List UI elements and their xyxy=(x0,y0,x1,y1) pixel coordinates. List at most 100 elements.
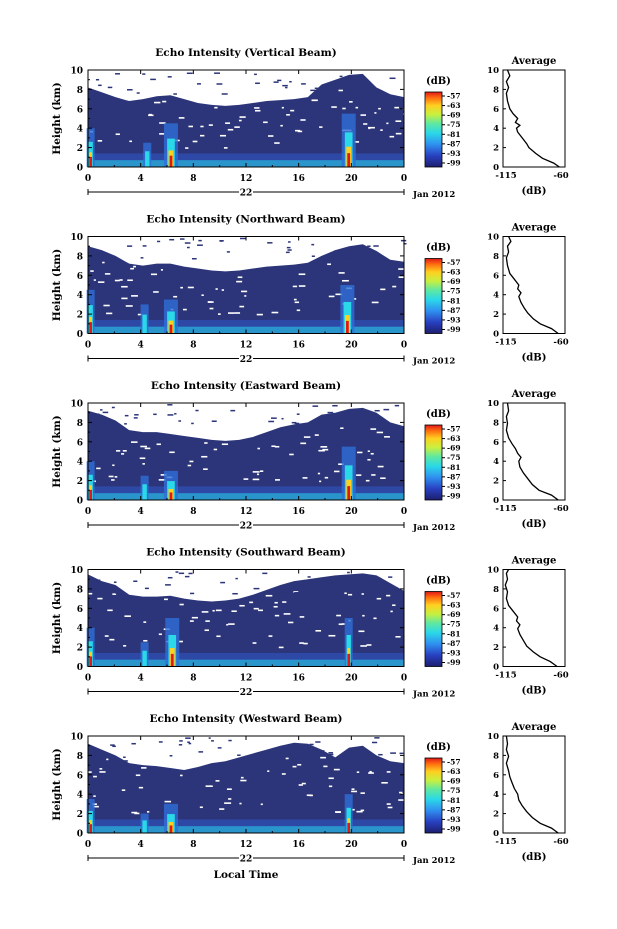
x-tick-label: 16 xyxy=(292,674,305,684)
echo-gap xyxy=(234,312,241,314)
echo-speck xyxy=(124,423,127,425)
echo-gap xyxy=(395,120,402,122)
heatmap-field xyxy=(86,404,404,500)
echo-speck xyxy=(184,575,190,578)
echo-gap xyxy=(374,112,377,114)
echo-speck xyxy=(366,593,372,596)
echo-gap xyxy=(239,305,245,308)
echo-gap xyxy=(290,109,295,112)
echo-speck xyxy=(153,413,157,416)
echo-gap xyxy=(141,767,147,769)
echo-speck xyxy=(383,408,390,411)
echo-speck xyxy=(186,246,190,249)
echo-gap xyxy=(143,621,147,623)
colorbar-tick-label: -87 xyxy=(447,805,461,814)
x-tick-label: 12 xyxy=(240,507,253,517)
echo-speck xyxy=(214,72,221,74)
echo-gap xyxy=(351,808,355,811)
echo-gap xyxy=(267,770,270,772)
y-tick-label: 6 xyxy=(77,605,83,615)
colorbar-tick-label: -87 xyxy=(447,472,461,481)
profile-x-tick-label: -60 xyxy=(553,338,568,348)
echo-gap xyxy=(370,452,374,455)
profile-y-tick-label: 10 xyxy=(487,566,499,576)
echo-gap xyxy=(285,757,289,760)
echo-gap xyxy=(240,776,244,779)
x-tick-label: 20 xyxy=(345,341,358,351)
profile-x-tick-label: -115 xyxy=(495,338,516,348)
echo-gap xyxy=(367,458,371,461)
echo-gap xyxy=(289,453,294,456)
echo-gap xyxy=(380,288,386,291)
echo-gap xyxy=(200,125,204,128)
echo-gap xyxy=(363,123,368,125)
echo-gap xyxy=(252,471,260,473)
y-tick-label: 0 xyxy=(77,330,83,340)
echo-speck xyxy=(285,86,288,89)
echo-speck xyxy=(186,72,193,75)
profile-y-tick-label: 0 xyxy=(493,496,499,506)
echo-speck xyxy=(167,76,172,78)
profile-y-tick-label: 0 xyxy=(493,163,499,173)
echo-speck xyxy=(191,422,194,425)
convective-core xyxy=(142,650,147,667)
echo-speck xyxy=(140,257,144,259)
y-tick-label: 2 xyxy=(77,644,83,654)
profile-x-label: (dB) xyxy=(522,519,547,530)
echo-region xyxy=(88,73,404,167)
profile-y-tick-label: 6 xyxy=(493,604,499,614)
x-tick-label: 8 xyxy=(190,341,196,351)
echo-gap xyxy=(394,106,399,109)
echo-gap xyxy=(328,634,336,637)
echo-gap xyxy=(274,445,280,448)
echo-gap xyxy=(182,308,187,311)
date-day-label: 22 xyxy=(240,522,253,532)
echo-gap xyxy=(97,597,103,600)
echo-gap xyxy=(178,117,185,119)
date-label-bg xyxy=(239,686,253,697)
date-label-bg xyxy=(239,853,253,863)
echo-gap xyxy=(353,298,357,300)
echo-gap xyxy=(317,472,321,475)
echo-speck xyxy=(211,740,214,742)
echo-gap xyxy=(159,133,165,135)
echo-region xyxy=(88,407,404,500)
echo-gap xyxy=(252,642,257,644)
profile-y-tick-label: 0 xyxy=(493,663,499,673)
echo-gap xyxy=(280,124,283,127)
colorbar-tick-label: -75 xyxy=(447,620,461,629)
echo-speck xyxy=(313,752,316,754)
echo-gap xyxy=(323,765,328,768)
echo-gap xyxy=(93,775,97,778)
convective-core xyxy=(347,653,351,667)
colorbar-tick-label: -63 xyxy=(447,601,461,610)
profile-x-tick-label: -60 xyxy=(553,504,568,514)
x-tick-label: 20 xyxy=(345,840,358,850)
echo-speck xyxy=(347,571,350,574)
colorbar-unit: (dB) xyxy=(426,243,451,254)
x-tick-label: 0 xyxy=(85,840,91,850)
echo-speck xyxy=(142,245,147,247)
echo-gap xyxy=(319,126,323,128)
echo-gap xyxy=(112,593,117,595)
echo-speck xyxy=(126,89,133,91)
echo-gap xyxy=(224,802,232,804)
echo-speck xyxy=(95,78,100,81)
echo-gap xyxy=(338,89,343,92)
echo-speck xyxy=(107,86,113,89)
colorbar-tick-label: -69 xyxy=(447,444,461,453)
echo-gap xyxy=(362,614,365,617)
convective-core xyxy=(142,314,147,334)
echo-gap xyxy=(173,295,178,298)
date-label-bg xyxy=(239,520,253,530)
echo-speck xyxy=(311,255,315,257)
echo-gap xyxy=(239,802,242,805)
echo-gap xyxy=(297,130,303,133)
echo-gap xyxy=(205,620,210,622)
echo-gap xyxy=(221,443,229,446)
x-tick-label: 20 xyxy=(345,507,358,517)
echo-gap xyxy=(244,295,247,297)
echo-gap xyxy=(252,478,260,481)
echo-speck xyxy=(123,756,126,758)
